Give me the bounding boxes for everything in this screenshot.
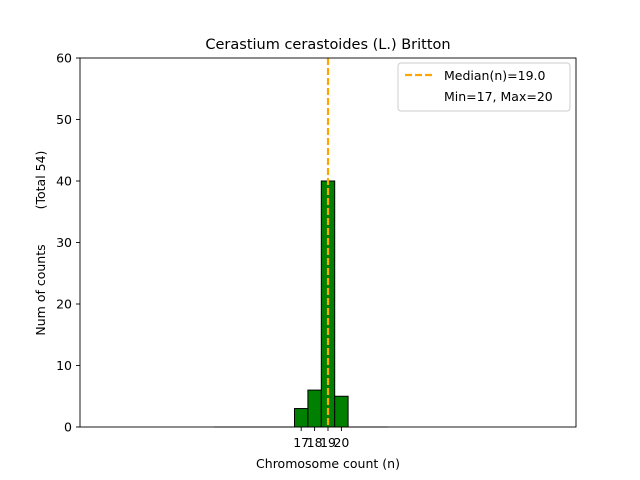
- y-tick-label: 40: [56, 174, 72, 189]
- y-tick-label: 20: [56, 297, 72, 312]
- x-tick-label: 19: [320, 435, 336, 450]
- legend: Median(n)=19.0 Min=17, Max=20: [397, 62, 571, 112]
- y-axis-total-label: (Total 54): [33, 151, 48, 210]
- x-tick-label: 20: [333, 435, 349, 450]
- bar-20: [334, 395, 349, 428]
- y-axis-label: Num of counts: [33, 244, 48, 335]
- bar-18: [307, 389, 322, 428]
- y-tick-label: 0: [64, 420, 72, 435]
- legend-box: [397, 62, 571, 112]
- y-tick-label: 60: [56, 51, 72, 66]
- x-tick-label: 18: [307, 435, 323, 450]
- y-tick-label: 10: [56, 358, 72, 373]
- x-tick-label: 17: [293, 435, 309, 450]
- bar-17: [294, 408, 309, 428]
- chart-title: Cerastium cerastoides (L.) Britton: [205, 37, 450, 53]
- y-axis-ticks: 0 10 20 30 40 50 60: [56, 51, 80, 435]
- legend-entry-median: Median(n)=19.0: [444, 68, 545, 83]
- y-tick-label: 30: [56, 235, 72, 250]
- y-tick-label: 50: [56, 112, 72, 127]
- legend-entry-min-max: Min=17, Max=20: [444, 89, 553, 104]
- x-axis-label: Chromosome count (n): [256, 456, 400, 471]
